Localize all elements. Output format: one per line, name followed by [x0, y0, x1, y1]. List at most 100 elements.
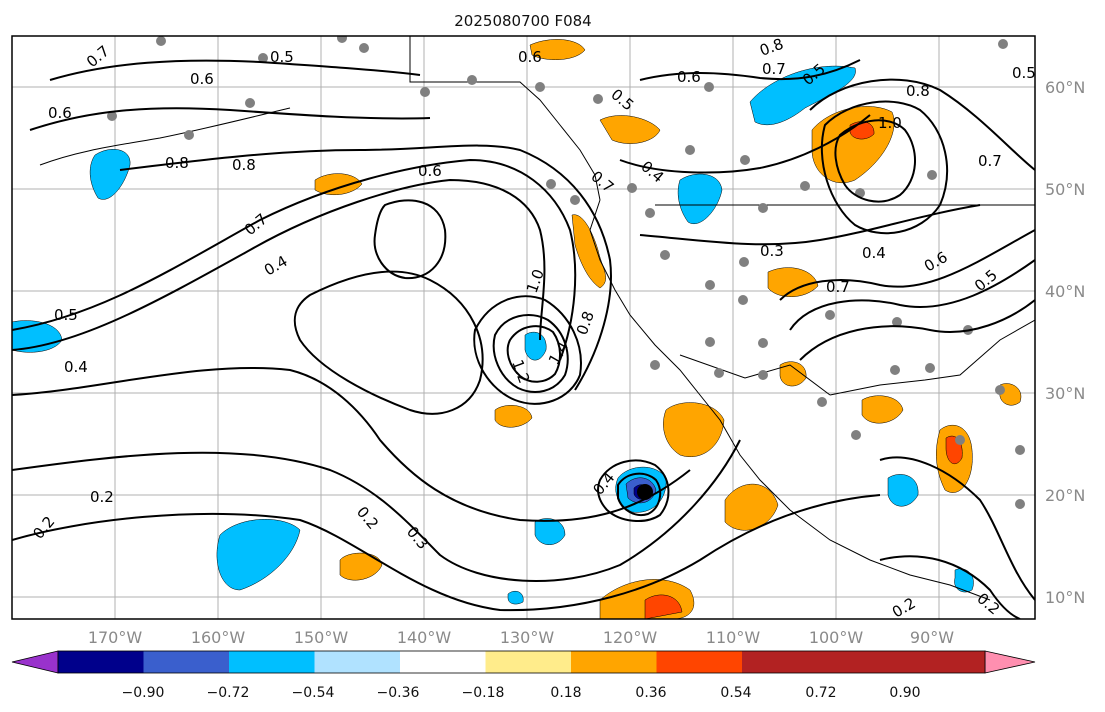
station-dot: [337, 36, 347, 43]
shade-positive-11: [339, 552, 383, 581]
station-dot: [714, 368, 724, 378]
contour-label: 0.5: [270, 48, 294, 66]
contour-line: [373, 199, 447, 280]
shade-strong-positive-10: [644, 594, 683, 619]
colorbar-tick: 0.36: [635, 685, 666, 701]
lat-label-50n: 50°N: [1045, 180, 1085, 199]
station-dot: [955, 435, 965, 445]
colorbar-segment: [400, 651, 486, 673]
station-dot: [1015, 499, 1025, 509]
contour-label: 0.5: [54, 306, 78, 324]
colorbar-segment: [485, 651, 571, 673]
contour-line: [293, 270, 484, 415]
shade-negative-2: [677, 173, 723, 224]
contour-line: [597, 459, 670, 522]
station-dot: [927, 170, 937, 180]
shade-positive-3: [529, 39, 586, 60]
station-dot: [245, 98, 255, 108]
contour-line: [617, 472, 662, 516]
low-center-marker: [637, 484, 653, 500]
station-dot: [925, 363, 935, 373]
shade-negative-5: [216, 519, 301, 591]
contour-line: [879, 555, 1021, 619]
colorbar: [11, 650, 1036, 674]
colorbar-segment: [229, 651, 315, 673]
shade-positive-1: [599, 115, 661, 144]
contour-label: 0.8: [232, 156, 256, 174]
shade-negative-9: [887, 474, 919, 507]
colorbar-tick: 0.72: [805, 685, 836, 701]
contour-line: [879, 456, 1035, 601]
station-dot: [817, 397, 827, 407]
colorbar-segment: [143, 651, 229, 673]
station-dot: [739, 257, 749, 267]
colorbar-tick: −0.54: [292, 685, 335, 701]
contour-label: 0.8: [906, 82, 930, 100]
contour-line: [789, 259, 1035, 331]
station-dot: [892, 317, 902, 327]
shade-positive-4: [571, 214, 606, 289]
contour-line: [799, 299, 1035, 361]
station-dot: [627, 183, 637, 193]
contour-line: [12, 158, 577, 361]
lon-label-100w: 100°W: [809, 628, 864, 647]
station-dot: [258, 53, 268, 63]
station-dot: [535, 82, 545, 92]
station-dot: [704, 82, 714, 92]
station-dot: [995, 385, 1005, 395]
station-dot: [998, 39, 1008, 49]
colorbar-frame: [57, 650, 986, 674]
shade-positive-13: [494, 405, 533, 428]
shade-positive-12: [861, 395, 904, 424]
colorbar-segment: [58, 651, 144, 673]
contour-label: 0.2: [90, 488, 114, 506]
lon-label-140w: 140°W: [397, 628, 452, 647]
contour-label: 1.0: [878, 114, 902, 132]
station-dot: [645, 208, 655, 218]
station-dot: [359, 43, 369, 53]
lat-label-30n: 30°N: [1045, 384, 1085, 403]
station-dot: [890, 365, 900, 375]
contour-line: [29, 107, 431, 131]
contour-label: 0.6: [418, 162, 442, 180]
lat-label-10n: 10°N: [1045, 588, 1085, 607]
contour-line: [619, 114, 871, 174]
coastline-gulf: [829, 319, 1035, 396]
contour-label: 0.8: [165, 154, 189, 172]
shade-strong-positive-5: [849, 121, 875, 140]
map-panel: 0.7 0.5 0.6 0.6 0.8 0.8 0.6 0.7 0.4 0.5 …: [11, 35, 1036, 621]
station-dot: [758, 338, 768, 348]
lat-label-40n: 40°N: [1045, 282, 1085, 301]
colorbar-extend-high: [984, 650, 1036, 674]
station-dot: [705, 337, 715, 347]
lon-label-90w: 90°W: [910, 628, 954, 647]
station-dot: [851, 430, 861, 440]
shade-positive-7: [663, 402, 725, 457]
station-dot: [740, 155, 750, 165]
station-dot: [467, 75, 477, 85]
contour-lines: [12, 59, 1035, 619]
contour-line: [119, 144, 612, 391]
colorbar-tick: −0.72: [207, 685, 250, 701]
contour-line: [492, 314, 569, 393]
lon-label-150w: 150°W: [294, 628, 349, 647]
contour-label: 0.6: [677, 68, 701, 86]
station-dot: [685, 145, 695, 155]
shade-negative-7: [534, 518, 566, 545]
shade-positive-14: [779, 361, 807, 387]
shade-negative-1: [749, 65, 856, 126]
colorbar-tick: 0.90: [889, 685, 920, 701]
contour-label: 0.5: [1012, 64, 1036, 82]
lon-label-160w: 160°W: [191, 628, 246, 647]
shade-positive-6: [767, 267, 819, 297]
station-dot: [570, 195, 580, 205]
colorbar-segment: [742, 651, 828, 673]
contour-line: [473, 295, 582, 405]
contour-line: [12, 439, 741, 583]
contour-line: [12, 178, 546, 351]
colorbar-segment: [314, 651, 400, 673]
station-dot: [650, 360, 660, 370]
contour-line: [639, 59, 861, 81]
contour-line: [49, 59, 421, 81]
station-dot: [660, 250, 670, 260]
